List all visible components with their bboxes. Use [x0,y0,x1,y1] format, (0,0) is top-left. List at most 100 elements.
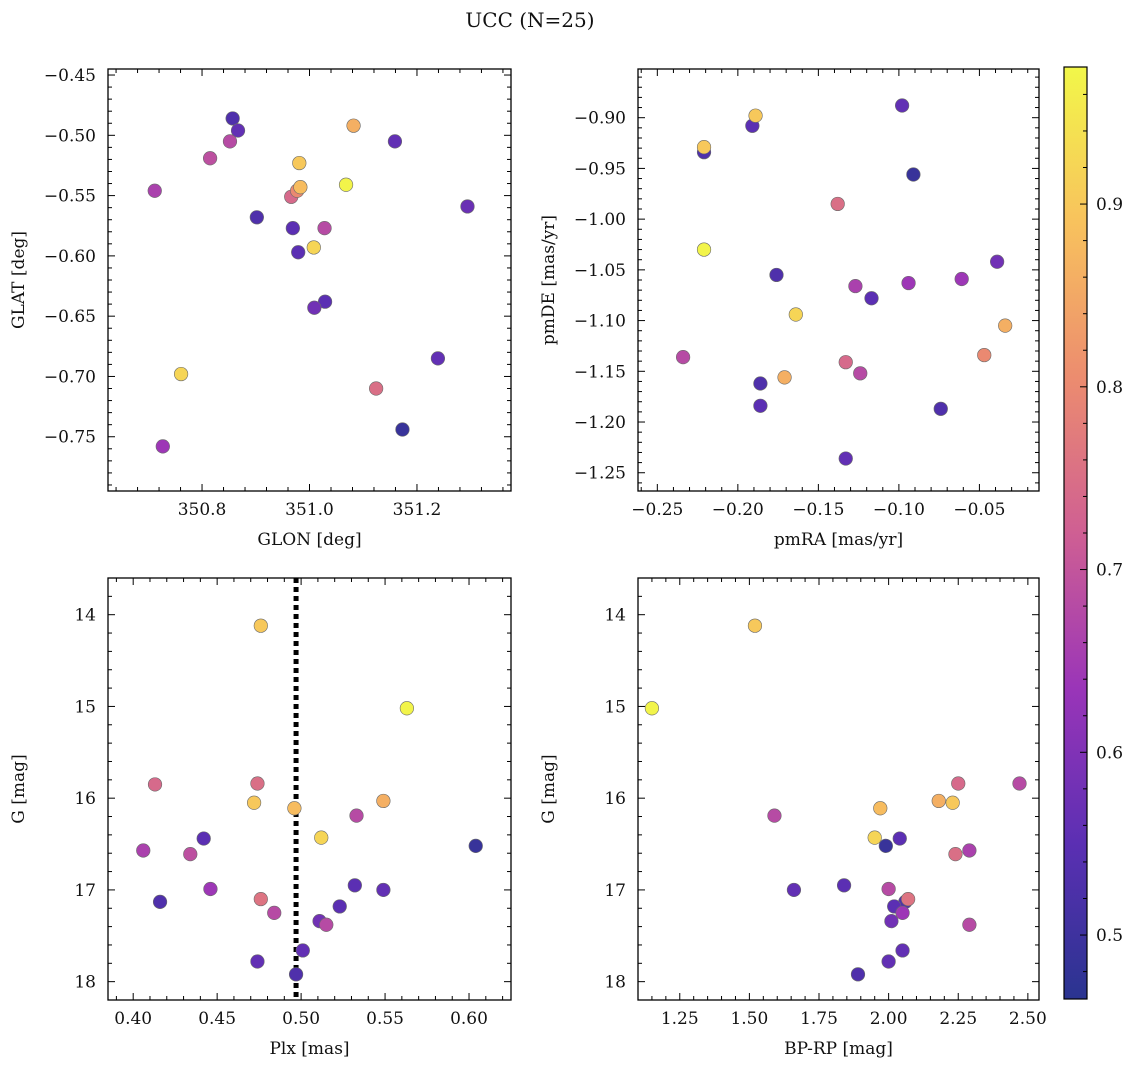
plot-frame [107,68,512,492]
y-tick-label: 16 [74,789,96,809]
x-tick-label: −0.05 [953,500,1005,520]
y-axis-label: G [mag] [539,754,559,823]
x-tick-label: 350.8 [178,500,227,520]
y-tick-label: −1.10 [574,312,626,332]
scatter-point [147,777,163,792]
colorbar-tick-label: 0.9 [1096,195,1123,215]
scatter-point [387,134,403,149]
scatter-point [292,155,307,171]
x-tick-label: 1.50 [730,1009,768,1029]
scatter-point [748,108,763,123]
colorbar-tick-label: 0.5 [1096,926,1123,946]
scatter-point [951,776,966,791]
y-tick-label: −0.90 [574,109,626,129]
x-tick-label: 2.00 [870,1009,908,1029]
scatter-point [838,451,853,466]
scatter-point [933,401,948,416]
scatter-point [850,967,866,982]
x-tick-label: 0.45 [198,1009,236,1029]
scatter-point [376,793,391,809]
marks [136,578,483,1000]
scatter-point [878,838,893,853]
y-tick-label: 14 [604,606,626,626]
scatter-point [183,847,198,862]
scatter-point [430,351,446,366]
scatter-point [1012,776,1027,791]
y-tick-label: −0.75 [44,428,96,448]
x-tick-label: 0.60 [450,1009,488,1029]
y-tick-label: 16 [604,789,626,809]
scatter-point [747,618,763,633]
scatter-point [948,847,963,862]
colorbar-tick-label: 0.8 [1096,378,1123,398]
scatter-point [287,801,302,816]
scatter-point [892,831,907,846]
scatter-point [347,878,362,893]
y-tick-label: −1.00 [574,210,626,230]
x-tick-label: 0.40 [114,1009,152,1029]
scatter-point [998,318,1013,333]
scatter-point [901,891,916,907]
scatter-point [696,140,712,155]
x-axis-label: BP-RP [mag] [784,1039,893,1059]
scatter-point [696,242,712,257]
scatter-point [753,398,768,413]
x-tick-label: 1.75 [800,1009,838,1029]
plot-frame [107,577,512,1001]
scatter-point [285,221,300,236]
scatter-point [288,967,304,982]
scatter-point [202,151,218,166]
scatter-point [230,123,246,138]
scatter-point [769,267,784,283]
scatter-point [225,111,240,126]
scatter-point [246,795,262,810]
scatter-point [369,381,384,396]
colorbar-tick-label: 0.6 [1096,743,1123,763]
y-tick-label: 14 [74,606,96,626]
scatter-point [295,943,310,958]
y-tick-label: −0.65 [44,307,96,327]
x-tick-label: 2.25 [939,1009,977,1029]
scatter-point [945,795,960,810]
scatter-point [314,830,329,845]
colorbar: 0.5 0.6 0.7 0.8 0.9 [1063,66,1123,1000]
y-axis-label: GLAT [deg] [9,231,29,329]
scatter-point [881,881,896,897]
scatter-point [319,917,334,932]
marks [675,98,1013,466]
scatter-point [253,618,268,633]
panel-2: −0.25 −0.20 −0.15 −0.10 −0.05 −0.90 −0.95 −1.00… [539,68,1040,550]
x-tick-label: 351.2 [393,500,442,520]
scatter-point [222,134,238,149]
y-tick-label: −0.70 [44,367,96,387]
y-tick-label: 18 [604,973,626,993]
scatter-point [884,914,899,929]
x-tick-label: −0.10 [873,500,925,520]
y-tick-label: −1.15 [574,362,626,382]
scatter-point [753,376,768,391]
scatter-point [853,366,868,381]
scatter-point [836,878,852,893]
scatter-point [307,300,322,315]
x-tick-label: 0.50 [282,1009,320,1029]
plot-frame [637,577,1040,1001]
x-tick-label: 0.55 [366,1009,404,1029]
y-tick-label: 18 [74,973,96,993]
y-axis-label: G [mag] [9,754,29,823]
scatter-point [338,177,354,192]
x-axis-label: pmRA [mas/yr] [774,530,903,550]
scatter-point [906,167,921,182]
y-tick-label: −0.60 [44,247,96,267]
scatter-point [196,831,211,846]
x-tick-label: 1.25 [661,1009,699,1029]
plot-frame [637,68,1040,492]
marks [644,618,1027,982]
scatter-point [376,882,391,898]
scatter-point [147,183,162,198]
scatter-point [395,422,410,437]
scatter-point [136,843,151,858]
y-tick-label: −1.25 [574,464,626,484]
scatter-point [830,196,845,212]
scatter-point [468,838,483,853]
